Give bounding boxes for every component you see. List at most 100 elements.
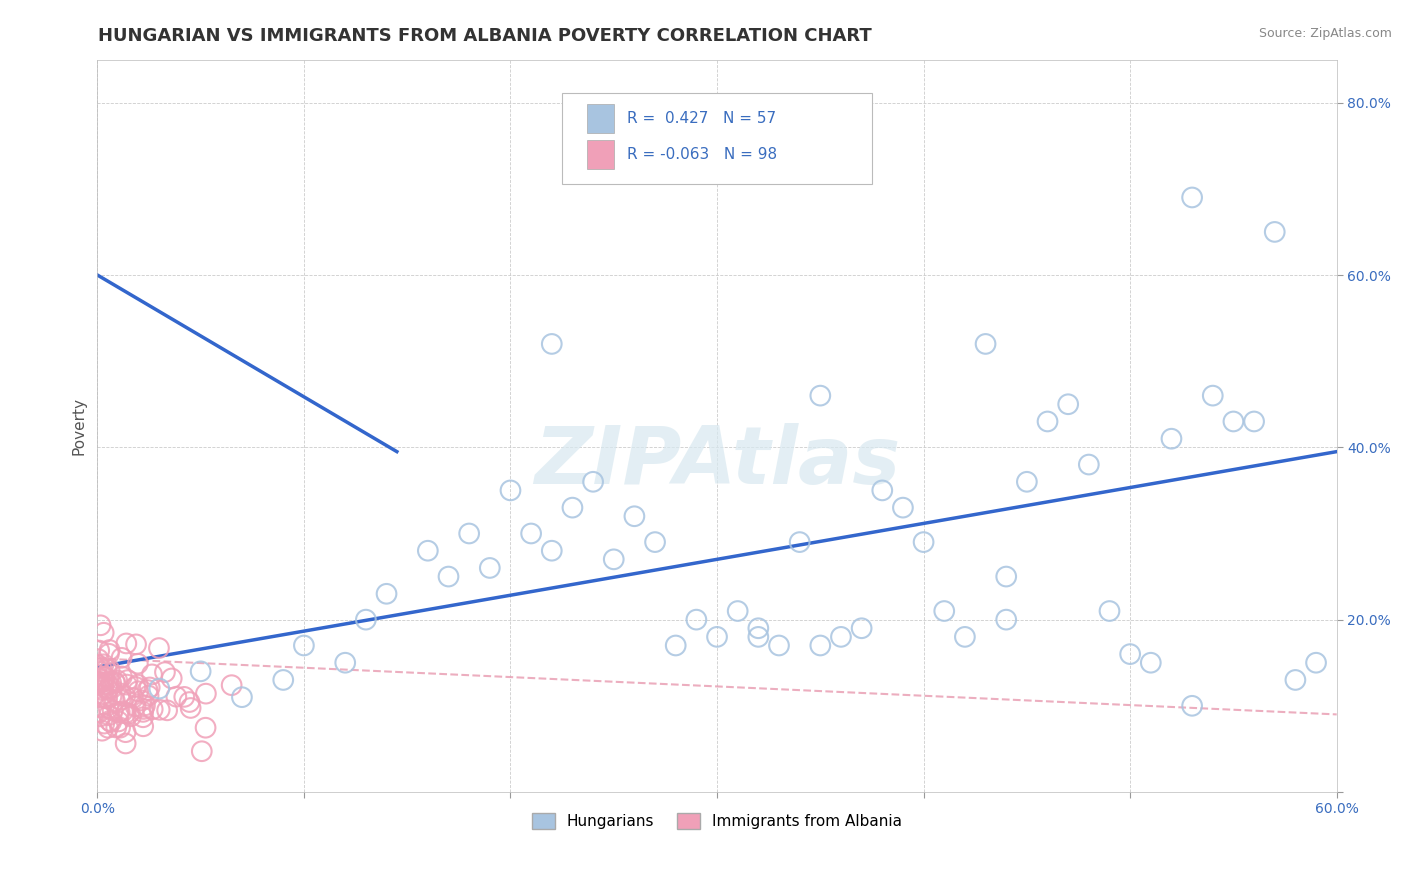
Point — [138, 681, 160, 695]
Point — [1160, 432, 1182, 446]
Point — [111, 669, 134, 683]
Point — [1181, 698, 1204, 713]
Point — [96, 662, 118, 676]
Point — [1202, 389, 1225, 403]
Point — [127, 684, 149, 698]
Point — [134, 698, 156, 713]
Point — [89, 709, 111, 723]
Point — [122, 691, 145, 706]
Point — [117, 673, 139, 687]
Point — [110, 650, 132, 665]
Point — [148, 641, 170, 656]
Point — [995, 613, 1018, 627]
Point — [131, 693, 153, 707]
Point — [100, 675, 122, 690]
Point — [808, 639, 831, 653]
Text: R = -0.063   N = 98: R = -0.063 N = 98 — [627, 147, 776, 162]
Point — [97, 721, 120, 735]
Point — [974, 337, 997, 351]
Point — [97, 647, 120, 661]
Point — [120, 709, 142, 723]
Point — [644, 535, 666, 549]
Point — [97, 677, 120, 691]
Point — [89, 675, 111, 690]
Point — [499, 483, 522, 498]
Point — [1181, 190, 1204, 204]
Point — [891, 500, 914, 515]
Point — [1139, 656, 1161, 670]
Point — [142, 702, 165, 716]
Point — [91, 678, 114, 692]
Point — [768, 639, 790, 653]
Point — [93, 625, 115, 640]
Point — [132, 705, 155, 719]
Point — [97, 681, 120, 696]
Point — [180, 701, 202, 715]
Y-axis label: Poverty: Poverty — [72, 397, 86, 455]
Point — [101, 681, 124, 695]
Point — [91, 723, 114, 738]
Point — [808, 389, 831, 403]
Point — [136, 683, 159, 698]
Point — [87, 671, 110, 685]
Point — [91, 673, 114, 687]
Bar — [586, 103, 614, 133]
Point — [1264, 225, 1286, 239]
Point — [110, 686, 132, 700]
Point — [141, 667, 163, 681]
Point — [416, 543, 439, 558]
Point — [194, 721, 217, 735]
Point — [87, 658, 110, 673]
Point — [1077, 458, 1099, 472]
Bar — [586, 140, 614, 169]
Text: HUNGARIAN VS IMMIGRANTS FROM ALBANIA POVERTY CORRELATION CHART: HUNGARIAN VS IMMIGRANTS FROM ALBANIA POV… — [98, 27, 872, 45]
Point — [132, 702, 155, 716]
Point — [375, 587, 398, 601]
Point — [1243, 415, 1265, 429]
Point — [132, 719, 155, 733]
Point — [165, 690, 187, 704]
Point — [623, 509, 645, 524]
Point — [173, 690, 195, 704]
Point — [934, 604, 956, 618]
Point — [114, 706, 136, 720]
Point — [89, 643, 111, 657]
Point — [156, 703, 179, 717]
Point — [851, 621, 873, 635]
Point — [149, 703, 172, 717]
Point — [98, 714, 121, 728]
Point — [561, 500, 583, 515]
Legend: Hungarians, Immigrants from Albania: Hungarians, Immigrants from Albania — [526, 807, 908, 836]
Point — [91, 688, 114, 702]
Point — [747, 630, 769, 644]
Point — [1119, 647, 1142, 661]
Text: ZIPAtlas: ZIPAtlas — [534, 424, 900, 501]
Point — [111, 704, 134, 718]
Point — [706, 630, 728, 644]
Point — [124, 699, 146, 714]
Point — [354, 613, 377, 627]
Point — [90, 618, 112, 632]
Point — [87, 652, 110, 666]
Point — [97, 708, 120, 723]
Point — [953, 630, 976, 644]
Point — [132, 710, 155, 724]
Point — [830, 630, 852, 644]
Point — [437, 569, 460, 583]
Point — [231, 690, 253, 705]
Point — [90, 661, 112, 675]
Point — [1098, 604, 1121, 618]
Point — [478, 561, 501, 575]
Point — [91, 675, 114, 690]
Point — [114, 725, 136, 739]
Point — [108, 705, 131, 719]
Point — [179, 695, 201, 709]
Point — [148, 681, 170, 696]
Point — [1036, 415, 1059, 429]
Point — [108, 721, 131, 735]
Point — [105, 721, 128, 735]
Point — [87, 706, 110, 720]
Point — [191, 744, 214, 758]
Point — [665, 639, 688, 653]
Point — [97, 682, 120, 697]
